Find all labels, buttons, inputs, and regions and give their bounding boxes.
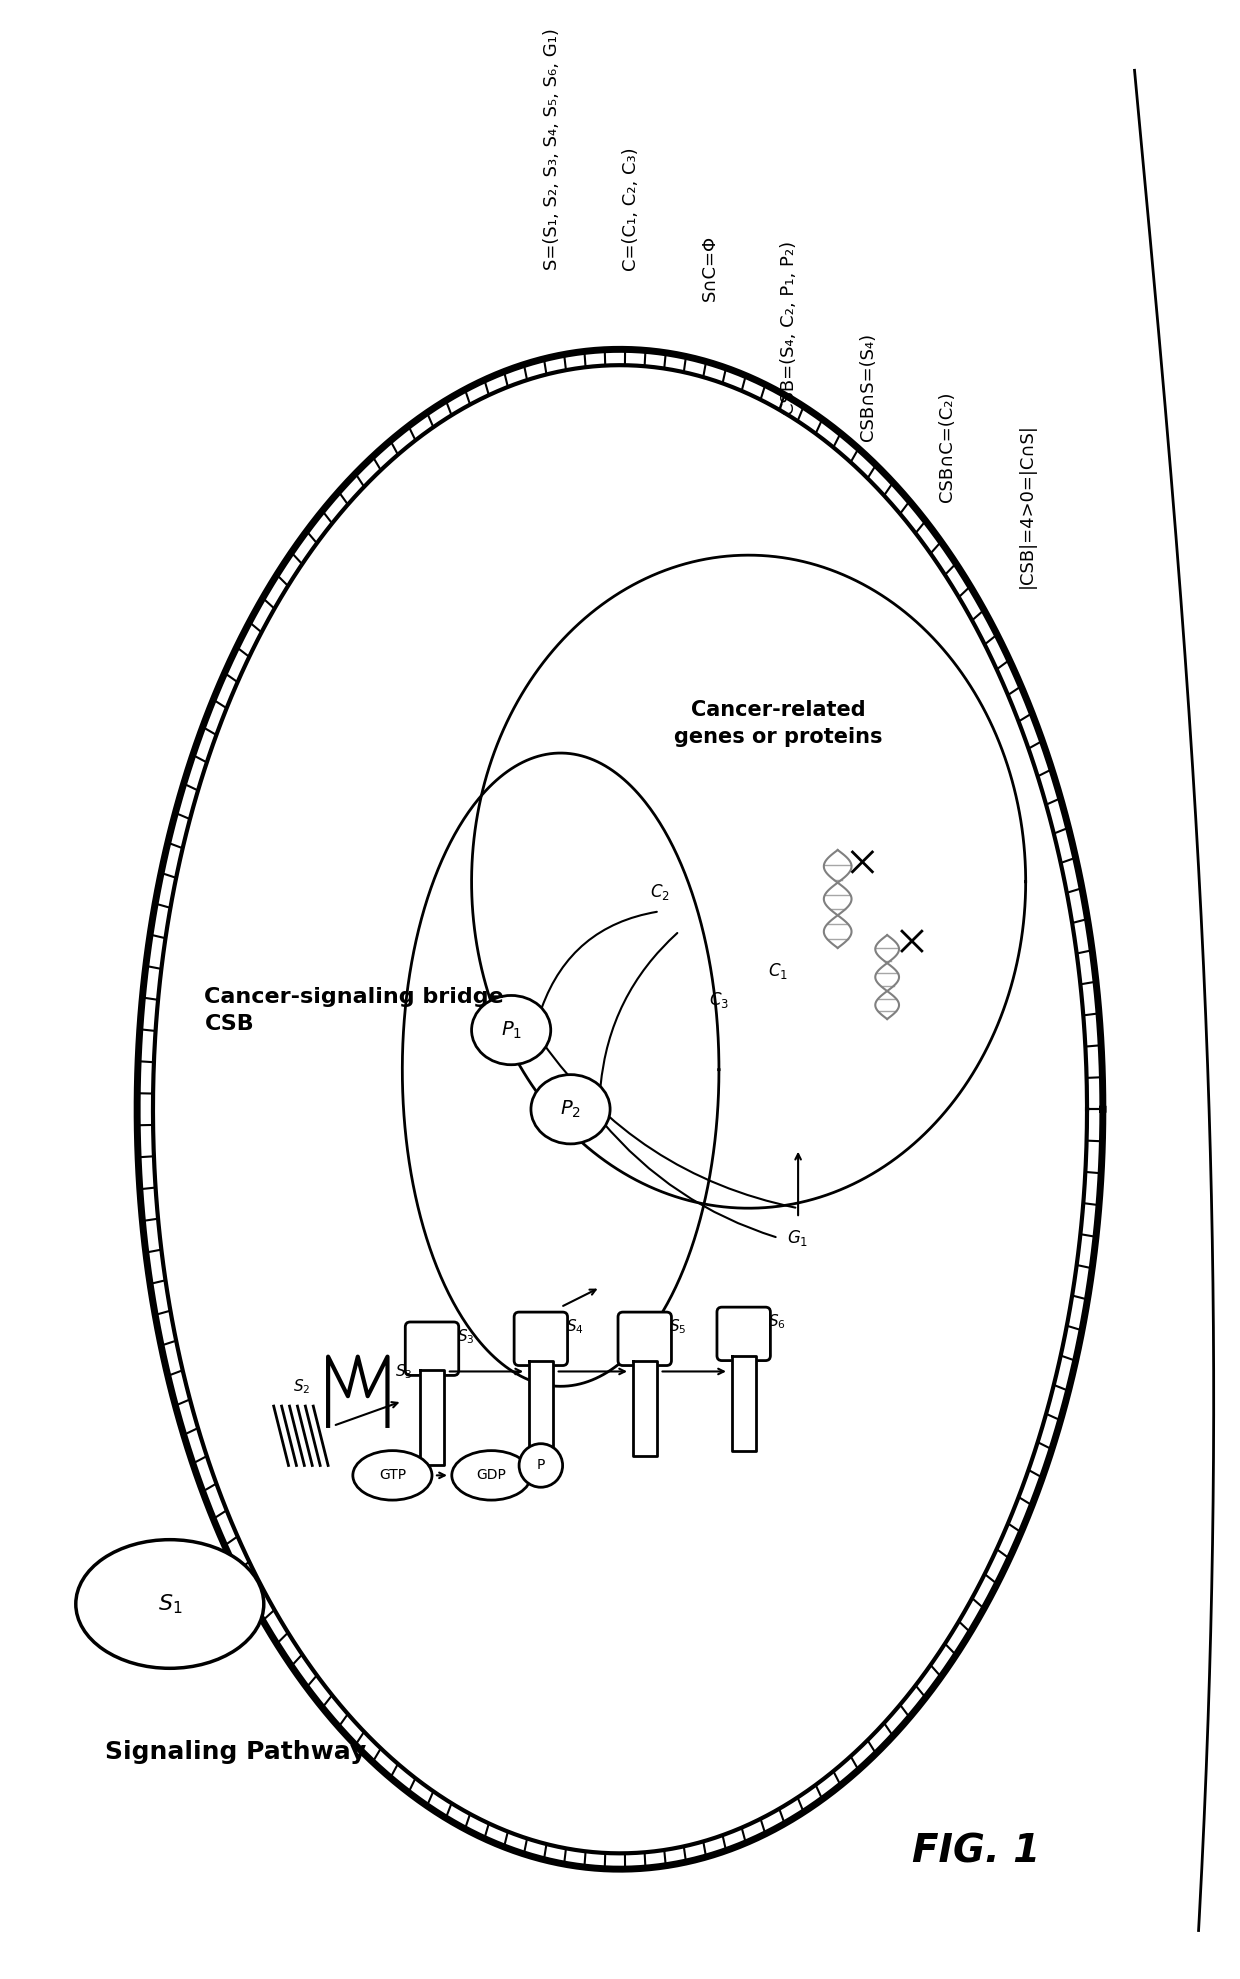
FancyBboxPatch shape — [405, 1322, 459, 1375]
Ellipse shape — [76, 1540, 264, 1668]
FancyBboxPatch shape — [515, 1312, 568, 1366]
Text: GTP: GTP — [379, 1468, 405, 1482]
Polygon shape — [529, 1362, 553, 1457]
Ellipse shape — [451, 1451, 531, 1500]
Text: $S_4$: $S_4$ — [565, 1318, 583, 1336]
Circle shape — [520, 1445, 563, 1488]
Text: $C_1$: $C_1$ — [769, 960, 789, 982]
Ellipse shape — [471, 995, 551, 1065]
Ellipse shape — [353, 1451, 432, 1500]
Polygon shape — [632, 1362, 657, 1457]
Text: $C_2$: $C_2$ — [650, 881, 670, 902]
Text: $S_2$: $S_2$ — [294, 1377, 311, 1395]
Text: $G_1$: $G_1$ — [787, 1227, 808, 1249]
Text: $S_6$: $S_6$ — [769, 1312, 786, 1332]
Text: C=(C₁, C₂, C₃): C=(C₁, C₂, C₃) — [621, 146, 640, 271]
Text: |CSB|=4>0=|C∩S|: |CSB|=4>0=|C∩S| — [1018, 424, 1035, 588]
Text: Cancer-related
genes or proteins: Cancer-related genes or proteins — [675, 701, 883, 746]
Text: $C_3$: $C_3$ — [709, 990, 729, 1011]
Text: $S_1$: $S_1$ — [157, 1593, 182, 1615]
Text: P: P — [537, 1459, 546, 1472]
FancyBboxPatch shape — [717, 1308, 770, 1362]
Text: $S_3$: $S_3$ — [394, 1362, 412, 1381]
Polygon shape — [420, 1371, 444, 1466]
Text: S∩C=Φ: S∩C=Φ — [701, 236, 719, 301]
Text: Cancer-signaling bridge
CSB: Cancer-signaling bridge CSB — [205, 988, 505, 1033]
Text: CSB=(S₄, C₂, P₁, P₂): CSB=(S₄, C₂, P₁, P₂) — [780, 241, 799, 416]
FancyBboxPatch shape — [618, 1312, 671, 1366]
Text: $P_1$: $P_1$ — [501, 1019, 522, 1041]
Ellipse shape — [531, 1075, 610, 1144]
Text: S=(S₁, S₂, S₃, S₄, S₅, S₆, G₁): S=(S₁, S₂, S₃, S₄, S₅, S₆, G₁) — [543, 28, 560, 271]
Text: Signaling Pathway: Signaling Pathway — [105, 1740, 367, 1765]
Text: CSB∩C=(C₂): CSB∩C=(C₂) — [939, 392, 956, 501]
Text: $S_3$: $S_3$ — [456, 1328, 474, 1346]
Text: GDP: GDP — [476, 1468, 506, 1482]
Text: $S_5$: $S_5$ — [670, 1318, 687, 1336]
Text: CSB∩S=(S₄): CSB∩S=(S₄) — [859, 332, 877, 441]
Text: FIG. 1: FIG. 1 — [913, 1833, 1040, 1870]
Text: $P_2$: $P_2$ — [560, 1098, 582, 1120]
Polygon shape — [732, 1356, 755, 1451]
